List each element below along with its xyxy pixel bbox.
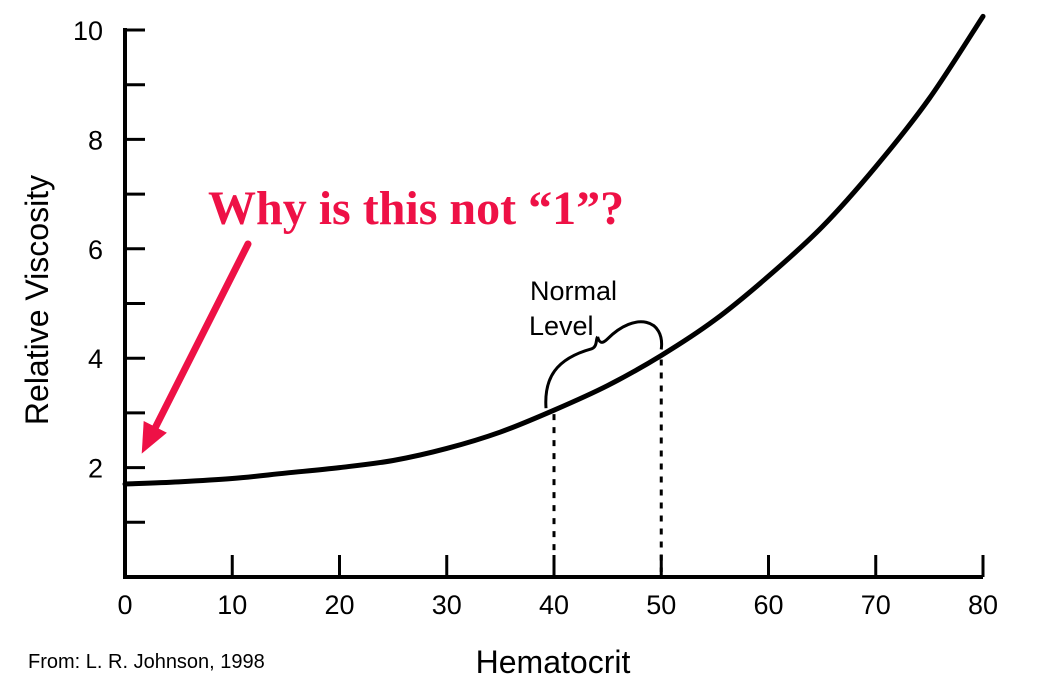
- x-tick-label: 0: [117, 590, 132, 620]
- arrow-icon-shaft: [147, 240, 252, 441]
- normal-level-brace: [544, 320, 664, 409]
- y-tick-label: 10: [73, 16, 103, 46]
- x-axis-title: Hematocrit: [476, 644, 631, 680]
- x-tick-label: 50: [646, 590, 676, 620]
- ticks: 0 10 20 30 40 50 60 70 80 2 4 6 8 10: [73, 16, 998, 620]
- x-tick-label: 40: [539, 590, 569, 620]
- question-annotation: Why is this not “1”?: [208, 182, 624, 235]
- x-tick-label: 20: [324, 590, 354, 620]
- viscosity-curve: [122, 13, 986, 487]
- y-tick-label: 2: [88, 454, 103, 484]
- series-group: [122, 13, 986, 487]
- x-tick-label: 60: [753, 590, 783, 620]
- x-tick-label: 70: [861, 590, 891, 620]
- normal-level-label: Normal: [530, 276, 617, 306]
- x-tick-label: 30: [432, 590, 462, 620]
- annotations: Normal Level Why is this not “1”?: [141, 182, 664, 572]
- arrow-icon-head: [141, 421, 167, 454]
- x-tick-label: 80: [968, 590, 998, 620]
- x-tick-label: 10: [217, 590, 247, 620]
- y-tick-label: 6: [88, 235, 103, 265]
- y-tick-label: 8: [88, 125, 103, 155]
- normal-level-label: Level: [529, 311, 594, 341]
- y-axis-title: Relative Viscosity: [19, 175, 55, 425]
- source-credit: From: L. R. Johnson, 1998: [28, 651, 265, 673]
- y-tick-label: 4: [88, 344, 103, 374]
